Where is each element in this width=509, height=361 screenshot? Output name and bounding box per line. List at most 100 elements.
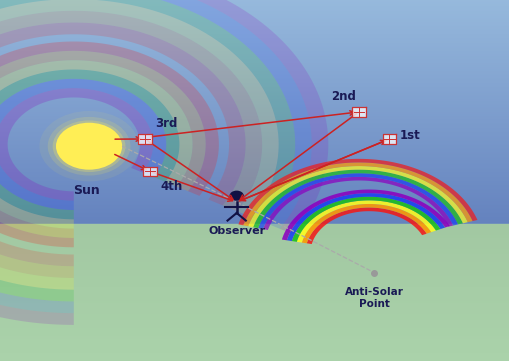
Bar: [0, 12, 509, 13]
Bar: [0, 145, 509, 146]
Bar: [0, 282, 509, 284]
Bar: [0, 353, 509, 356]
Bar: [0, 211, 509, 212]
Bar: [0, 206, 509, 208]
Bar: [0, 197, 509, 198]
Polygon shape: [0, 23, 245, 266]
Bar: [0, 60, 509, 61]
Bar: [0, 133, 509, 134]
Bar: [0, 101, 509, 102]
Bar: [0, 111, 509, 112]
Bar: [0, 88, 509, 89]
Bar: [0, 180, 509, 181]
Bar: [0, 328, 509, 331]
Bar: [0, 46, 509, 47]
Bar: [0, 248, 509, 251]
Bar: [0, 350, 509, 353]
Bar: [0, 114, 509, 115]
Bar: [0, 24, 509, 25]
Bar: [0, 72, 509, 73]
Bar: [0, 224, 509, 227]
Bar: [0, 86, 509, 87]
Bar: [0, 240, 509, 243]
Polygon shape: [287, 193, 445, 241]
Bar: [0, 143, 509, 144]
Bar: [0, 106, 509, 107]
Bar: [0, 134, 509, 135]
Bar: [0, 13, 509, 14]
Bar: [0, 339, 509, 342]
Bar: [0, 38, 509, 39]
Bar: [0, 77, 509, 78]
Bar: [0, 155, 509, 156]
Bar: [0, 199, 509, 200]
Text: Observer: Observer: [208, 226, 265, 236]
Polygon shape: [243, 162, 472, 226]
Circle shape: [39, 111, 138, 182]
Bar: [0, 40, 509, 41]
Bar: [0, 185, 509, 186]
Bar: [0, 82, 509, 83]
Bar: [0, 49, 509, 50]
Bar: [0, 79, 509, 80]
Bar: [0, 298, 509, 301]
Bar: [0, 110, 509, 111]
Bar: [0, 270, 509, 273]
Bar: [0, 265, 509, 268]
Bar: [0, 113, 509, 114]
Bar: [0, 30, 509, 31]
Bar: [0, 115, 509, 116]
Bar: [0, 183, 509, 184]
Bar: [0, 6, 509, 7]
Bar: [0, 309, 509, 312]
Bar: [0, 287, 509, 290]
Bar: [0, 159, 509, 160]
Bar: [0, 27, 509, 29]
Bar: [0, 125, 509, 126]
Polygon shape: [263, 177, 453, 230]
Bar: [0, 57, 509, 58]
Bar: [0, 80, 509, 81]
Polygon shape: [138, 134, 152, 144]
Bar: [0, 314, 509, 317]
Bar: [0, 76, 509, 77]
Bar: [0, 8, 509, 9]
Bar: [0, 179, 509, 180]
Bar: [0, 135, 509, 136]
Bar: [0, 89, 509, 90]
Bar: [0, 273, 509, 276]
Text: Sun: Sun: [73, 184, 100, 197]
Bar: [0, 157, 509, 158]
Text: 3rd: 3rd: [155, 117, 178, 130]
Bar: [0, 84, 509, 85]
Bar: [0, 11, 509, 12]
Bar: [0, 90, 509, 91]
Bar: [0, 154, 509, 155]
Bar: [0, 118, 509, 119]
Bar: [0, 136, 509, 137]
Bar: [0, 92, 509, 93]
Bar: [0, 214, 509, 215]
Bar: [0, 35, 509, 36]
Bar: [0, 9, 509, 10]
Bar: [0, 284, 509, 287]
Bar: [0, 174, 509, 175]
Bar: [0, 320, 509, 323]
Bar: [0, 235, 509, 238]
Bar: [0, 87, 509, 88]
Bar: [0, 251, 509, 254]
Bar: [0, 59, 509, 60]
Bar: [0, 29, 509, 30]
Bar: [0, 184, 509, 185]
Bar: [0, 39, 509, 40]
Bar: [0, 36, 509, 37]
Bar: [0, 149, 509, 150]
Bar: [0, 2, 509, 3]
Bar: [0, 4, 509, 5]
Bar: [0, 303, 509, 306]
Bar: [0, 23, 509, 24]
Bar: [0, 98, 509, 99]
Bar: [0, 175, 509, 176]
Bar: [0, 222, 509, 223]
Bar: [0, 169, 509, 170]
